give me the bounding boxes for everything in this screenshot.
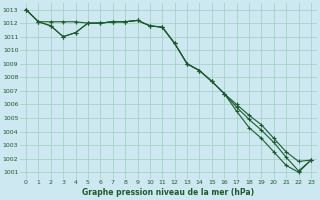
X-axis label: Graphe pression niveau de la mer (hPa): Graphe pression niveau de la mer (hPa) [83, 188, 255, 197]
